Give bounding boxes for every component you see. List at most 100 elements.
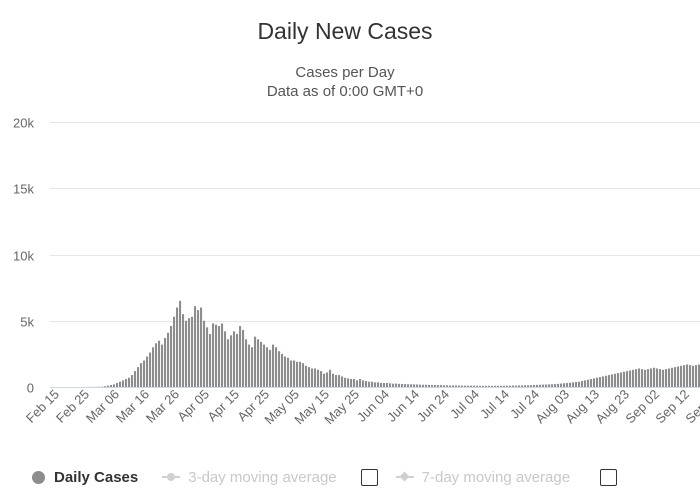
bar[interactable]: [539, 384, 542, 387]
bar[interactable]: [431, 385, 434, 387]
bar[interactable]: [395, 383, 398, 387]
bar[interactable]: [353, 379, 356, 387]
checkbox-7day-average[interactable]: [600, 468, 618, 486]
bar[interactable]: [389, 383, 392, 387]
bar[interactable]: [410, 384, 413, 387]
bar[interactable]: [542, 384, 545, 387]
bar[interactable]: [689, 365, 692, 387]
bar[interactable]: [575, 381, 578, 387]
bar[interactable]: [509, 385, 512, 387]
bar[interactable]: [482, 385, 485, 387]
bar[interactable]: [281, 353, 284, 387]
bar[interactable]: [305, 365, 308, 387]
bar[interactable]: [239, 326, 242, 387]
bar[interactable]: [635, 369, 638, 387]
bar[interactable]: [581, 381, 584, 387]
bar[interactable]: [488, 385, 491, 387]
bar[interactable]: [137, 367, 140, 387]
bar[interactable]: [515, 385, 518, 387]
bar[interactable]: [644, 369, 647, 387]
bar[interactable]: [497, 385, 500, 387]
bar[interactable]: [578, 381, 581, 387]
bar[interactable]: [467, 385, 470, 387]
bar[interactable]: [155, 343, 158, 387]
legend-item-7day-average[interactable]: 7-day moving average: [395, 469, 570, 486]
bar[interactable]: [632, 369, 635, 387]
bar[interactable]: [620, 372, 623, 387]
bar[interactable]: [533, 385, 536, 387]
bar[interactable]: [200, 307, 203, 388]
bar[interactable]: [332, 373, 335, 387]
bar[interactable]: [551, 384, 554, 387]
bar[interactable]: [668, 368, 671, 387]
bar[interactable]: [329, 369, 332, 387]
bar[interactable]: [338, 375, 341, 387]
bar[interactable]: [245, 339, 248, 387]
bar[interactable]: [524, 385, 527, 387]
bar[interactable]: [191, 316, 194, 387]
bar[interactable]: [596, 377, 599, 387]
bar[interactable]: [293, 360, 296, 388]
bar[interactable]: [461, 385, 464, 387]
bar[interactable]: [299, 361, 302, 387]
bar[interactable]: [122, 380, 125, 387]
bar[interactable]: [434, 385, 437, 387]
bar[interactable]: [110, 385, 113, 387]
bar[interactable]: [242, 330, 245, 387]
bar[interactable]: [641, 369, 644, 387]
bar[interactable]: [674, 367, 677, 387]
bar[interactable]: [215, 324, 218, 387]
bar[interactable]: [554, 384, 557, 387]
bar[interactable]: [224, 331, 227, 387]
bar[interactable]: [314, 368, 317, 387]
bar[interactable]: [113, 384, 116, 387]
bar[interactable]: [455, 385, 458, 387]
bar[interactable]: [458, 385, 461, 387]
bar[interactable]: [251, 347, 254, 387]
bar[interactable]: [686, 364, 689, 387]
bar[interactable]: [647, 369, 650, 387]
bar[interactable]: [260, 341, 263, 387]
bar[interactable]: [326, 372, 329, 387]
bar[interactable]: [104, 386, 107, 387]
bar[interactable]: [443, 385, 446, 387]
bar[interactable]: [278, 351, 281, 387]
bar[interactable]: [380, 383, 383, 387]
bar[interactable]: [206, 327, 209, 387]
bar[interactable]: [194, 306, 197, 387]
bar[interactable]: [311, 368, 314, 387]
bar[interactable]: [452, 385, 455, 387]
bar[interactable]: [584, 380, 587, 387]
bar[interactable]: [479, 385, 482, 387]
bar[interactable]: [401, 383, 404, 387]
bar[interactable]: [218, 326, 221, 387]
bar[interactable]: [275, 347, 278, 387]
bar[interactable]: [428, 384, 431, 387]
bar[interactable]: [485, 385, 488, 387]
bar[interactable]: [374, 382, 377, 387]
bar[interactable]: [419, 384, 422, 387]
bar[interactable]: [230, 335, 233, 387]
bar[interactable]: [464, 385, 467, 387]
bar[interactable]: [236, 334, 239, 387]
bar[interactable]: [290, 360, 293, 388]
bar[interactable]: [521, 385, 524, 387]
bar[interactable]: [560, 383, 563, 387]
bar[interactable]: [308, 367, 311, 387]
bar[interactable]: [284, 356, 287, 387]
bar[interactable]: [383, 383, 386, 387]
bar[interactable]: [269, 349, 272, 387]
bar[interactable]: [416, 384, 419, 387]
bar[interactable]: [254, 336, 257, 387]
bar[interactable]: [296, 361, 299, 387]
bar[interactable]: [257, 339, 260, 387]
bar[interactable]: [167, 332, 170, 387]
bar[interactable]: [659, 369, 662, 387]
bar[interactable]: [518, 385, 521, 387]
bar[interactable]: [227, 339, 230, 387]
bar[interactable]: [695, 365, 698, 387]
bar[interactable]: [413, 384, 416, 387]
bar[interactable]: [143, 360, 146, 388]
bar[interactable]: [287, 357, 290, 387]
bar[interactable]: [494, 385, 497, 387]
